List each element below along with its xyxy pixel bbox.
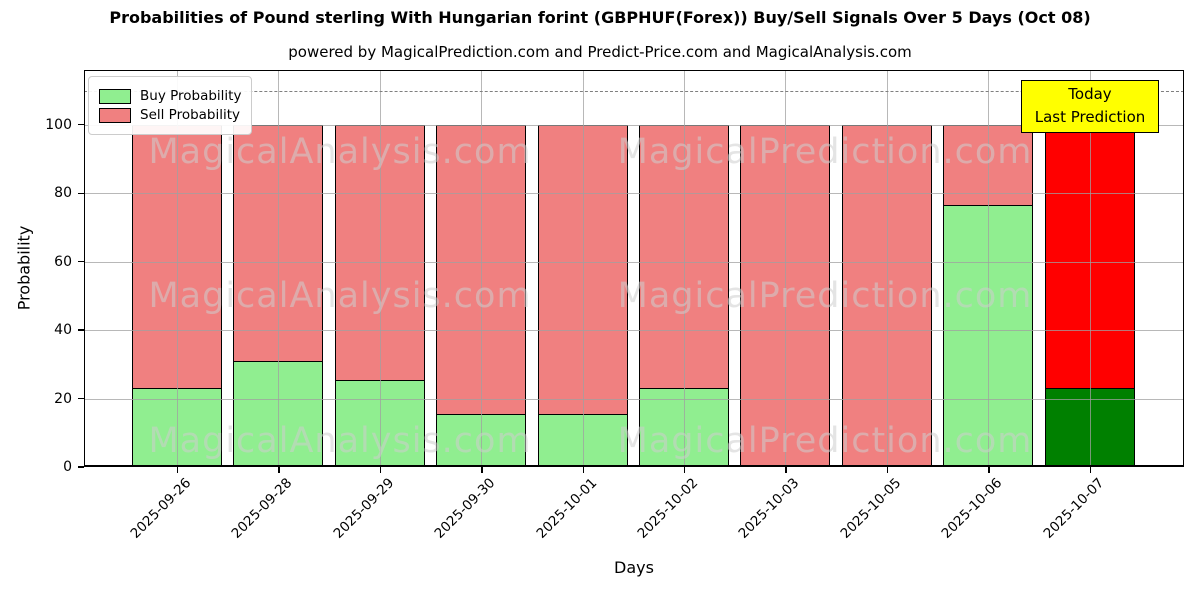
x-tick-label: 2025-09-28 [228,475,296,542]
y-tick-mark [78,260,84,263]
sell-swatch-icon [99,107,131,123]
y-axis-label: Probability [14,225,34,311]
today-annotation: Today Last Prediction [1021,80,1159,133]
gridline-vertical [1089,70,1091,467]
watermark-prediction: MagicalPrediction.com [617,276,1033,316]
y-tick-mark [78,192,84,194]
x-tick-mark [379,467,382,473]
y-tick-mark [78,329,84,331]
gridline-vertical [886,70,888,467]
watermark-analysis: MagicalAnalysis.com [148,276,532,316]
gridline-vertical [481,70,483,467]
watermark-analysis: MagicalAnalysis.com [148,421,532,461]
x-tick-label: 2025-09-29 [330,475,398,542]
gridline-vertical [988,70,990,467]
x-tick-mark [177,467,179,473]
x-tick-mark [582,467,584,473]
gridline-horizontal [84,124,1184,126]
y-tick-mark [78,124,84,126]
buy-swatch-icon [99,88,131,104]
x-tick-label: 2025-10-05 [837,475,905,542]
x-tick-label: 2025-10-03 [735,475,803,542]
gridline-vertical [379,70,381,467]
watermark-prediction: MagicalPrediction.com [617,421,1033,461]
gridline-vertical [785,70,787,467]
threshold-dashed-line [84,90,1184,92]
y-tick-label: 80 [54,185,72,202]
x-tick-label: 2025-09-26 [127,475,195,542]
watermark-prediction: MagicalPrediction.com [617,132,1033,172]
legend: Buy Probability Sell Probability [88,76,253,135]
legend-item-buy: Buy Probability [99,88,241,104]
x-tick-mark [785,467,787,473]
x-tick-mark [886,467,889,473]
x-tick-mark [988,467,990,473]
legend-label-buy: Buy Probability [140,88,242,104]
gridline-vertical [177,70,178,467]
x-tick-mark [1089,467,1091,473]
y-tick-mark [78,466,84,468]
gridline-horizontal [84,330,1184,332]
x-tick-label: 2025-10-02 [634,475,702,542]
x-tick-mark [278,467,280,473]
gridline-horizontal [84,261,1184,263]
y-tick-mark [78,397,84,400]
legend-item-sell: Sell Probability [99,107,241,123]
x-tick-label: 2025-09-30 [431,475,499,542]
chart-title: Probabilities of Pound sterling With Hun… [109,8,1091,27]
gridline-vertical [278,70,280,467]
today-annotation-line2: Last Prediction [1034,108,1146,127]
y-tick-label: 0 [63,459,72,475]
chart-subtitle: powered by MagicalPrediction.com and Pre… [288,43,912,61]
x-axis-label: Days [614,558,654,577]
gridline-vertical [582,70,584,467]
x-tick-label: 2025-10-07 [1040,475,1107,542]
today-annotation-line1: Today [1068,85,1112,103]
gridline-horizontal [84,193,1184,195]
y-tick-label: 100 [45,116,72,133]
gridline-horizontal [84,398,1184,400]
plot-area: MagicalAnalysis.com MagicalPrediction.com… [45,70,1184,542]
y-tick-label: 20 [54,390,72,407]
y-tick-label: 60 [54,253,72,270]
x-tick-mark [684,467,686,473]
legend-label-sell: Sell Probability [140,107,241,123]
watermark-analysis: MagicalAnalysis.com [148,132,532,172]
x-tick-label: 2025-10-06 [938,475,1006,542]
x-tick-mark [481,467,483,473]
gridline-vertical [684,70,685,467]
x-tick-label: 2025-10-01 [533,475,600,542]
y-tick-label: 40 [54,322,72,339]
